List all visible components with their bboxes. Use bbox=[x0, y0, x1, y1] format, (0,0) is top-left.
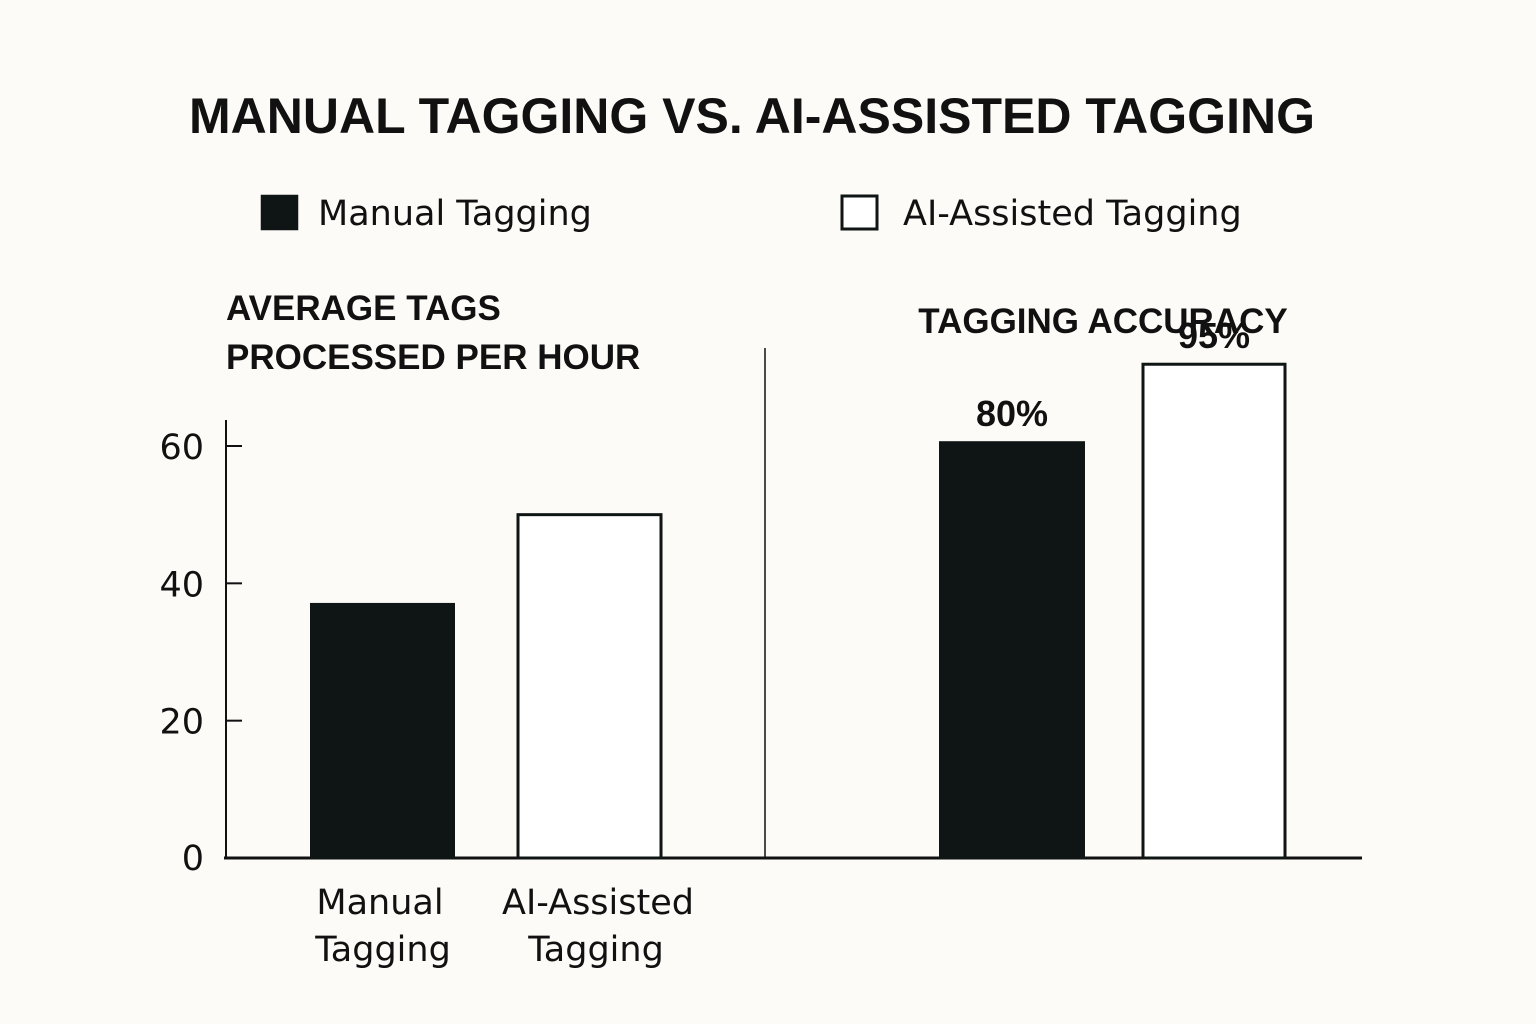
category-label-ai-line-2: Tagging bbox=[527, 930, 664, 970]
legend: Manual Tagging AI-Assisted Tagging bbox=[260, 194, 1242, 234]
right-chart-title: TAGGING ACCURACY bbox=[918, 302, 1287, 341]
legend-label-ai: AI-Assisted Tagging bbox=[903, 194, 1242, 234]
category-label-manual-line-1: Manual bbox=[316, 883, 443, 923]
legend-swatch-ai bbox=[840, 194, 879, 231]
data-label-ai-assisted-accuracy: 95% bbox=[1178, 315, 1250, 356]
y-tick-label-20: 20 bbox=[159, 703, 204, 743]
left-bars bbox=[310, 513, 663, 860]
legend-label-manual: Manual Tagging bbox=[318, 194, 592, 234]
bar-manual-tags-per-hour bbox=[310, 602, 455, 860]
data-label-manual-accuracy: 80% bbox=[976, 393, 1048, 434]
category-label-manual-line-2: Tagging bbox=[314, 930, 451, 970]
y-tick-label-60: 60 bbox=[159, 428, 204, 468]
right-bars: 80% 95% bbox=[939, 315, 1287, 860]
left-chart-title-line-1: AVERAGE TAGS bbox=[226, 289, 501, 328]
y-tick-label-0: 0 bbox=[182, 839, 204, 879]
category-label-ai-line-1: AI-Assisted bbox=[502, 883, 694, 923]
left-chart-title-line-2: PROCESSED PER HOUR bbox=[226, 338, 640, 377]
y-tick-label-40: 40 bbox=[159, 565, 204, 605]
chart-title: MANUAL TAGGING VS. AI-ASSISTED TAGGING bbox=[189, 88, 1315, 144]
bar-ai-assisted-accuracy bbox=[1141, 362, 1287, 860]
legend-swatch-manual bbox=[260, 194, 299, 231]
bar-manual-accuracy bbox=[939, 441, 1085, 859]
left-y-ticks: 0 20 40 60 bbox=[159, 428, 242, 879]
bar-ai-assisted-tags-per-hour bbox=[516, 513, 663, 860]
